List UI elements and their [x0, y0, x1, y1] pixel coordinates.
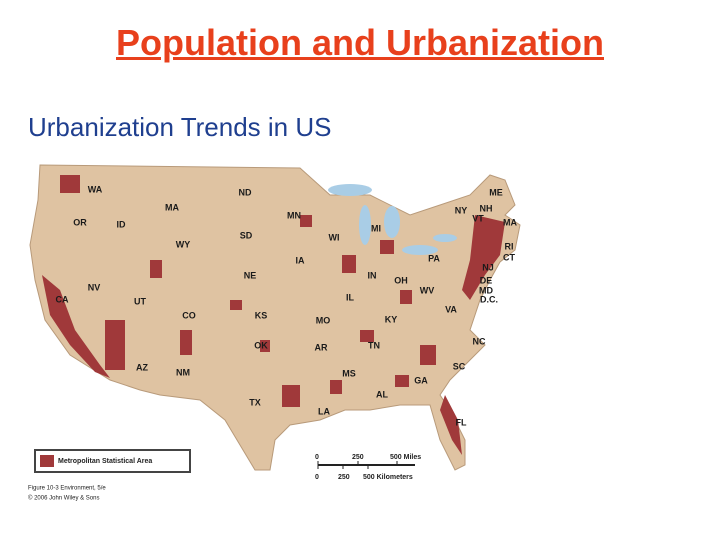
state-label: SC [453, 361, 466, 371]
state-label: TX [249, 397, 261, 407]
scale-miles-label: 500 Miles [390, 454, 421, 461]
state-label: CA [56, 294, 69, 304]
state-label: OK [254, 340, 268, 350]
state-label: CO [182, 310, 196, 320]
state-label: WV [420, 285, 435, 295]
state-label: AZ [136, 362, 148, 372]
state-label: MO [316, 315, 331, 325]
scale-miles-label: 0 [315, 454, 319, 461]
state-label: NV [88, 282, 101, 292]
state-label: VT [472, 213, 484, 223]
scale-km-label: 0 [315, 474, 319, 481]
state-label: KY [385, 314, 398, 324]
state-label: LA [318, 406, 330, 416]
lakes [328, 184, 457, 255]
state-label: WI [329, 232, 340, 242]
state-label: AL [376, 389, 388, 399]
state-label: MA [503, 217, 517, 227]
state-label: IL [346, 292, 355, 302]
state-label: PA [428, 253, 440, 263]
legend-label: Metropolitan Statistical Area [58, 458, 152, 465]
scale-miles-label: 250 [352, 454, 364, 461]
state-label: GA [414, 375, 428, 385]
state-label: OH [394, 275, 408, 285]
slide-subtitle: Urbanization Trends in US [28, 112, 332, 142]
state-label: NM [176, 367, 190, 377]
credit-line: Figure 10-3 Environment, 5/e [28, 486, 106, 492]
legend-swatch [40, 455, 54, 467]
state-label: KS [255, 310, 268, 320]
state-label: CT [503, 252, 515, 262]
state-label: IN [368, 270, 377, 280]
scale-km-label: 500 Kilometers [363, 474, 413, 481]
state-label: NY [455, 205, 468, 215]
state-label: WY [176, 239, 191, 249]
legend-box [34, 449, 191, 473]
state-label: SD [240, 230, 253, 240]
slide-title: Population and Urbanization [116, 22, 604, 63]
state-label: ND [239, 187, 252, 197]
state-label: IA [296, 255, 306, 265]
state-label: OR [73, 217, 87, 227]
state-label: TN [368, 340, 380, 350]
state-label: UT [134, 296, 146, 306]
state-label: VA [445, 304, 457, 314]
state-label: MD [479, 285, 493, 295]
state-label: NE [244, 270, 257, 280]
state-label: MS [342, 368, 356, 378]
state-label: ME [489, 187, 503, 197]
state-label: D.C. [480, 294, 498, 304]
state-label: DE [480, 275, 493, 285]
state-label: MA [165, 202, 179, 212]
state-label: WA [88, 184, 103, 194]
state-label: RI [505, 241, 514, 251]
state-label: NC [473, 336, 486, 346]
us-outline [29, 164, 521, 471]
state-label: FL [456, 417, 467, 427]
credit-line: © 2006 John Wiley & Sons [28, 495, 99, 502]
state-label: ID [117, 219, 127, 229]
scale-km-label: 250 [338, 474, 350, 481]
state-label: MN [287, 210, 301, 220]
state-label: NH [480, 203, 493, 213]
metro-areas [42, 175, 505, 455]
state-label: AR [315, 342, 328, 352]
state-label: NJ [482, 262, 494, 272]
state-label: MI [371, 223, 381, 233]
